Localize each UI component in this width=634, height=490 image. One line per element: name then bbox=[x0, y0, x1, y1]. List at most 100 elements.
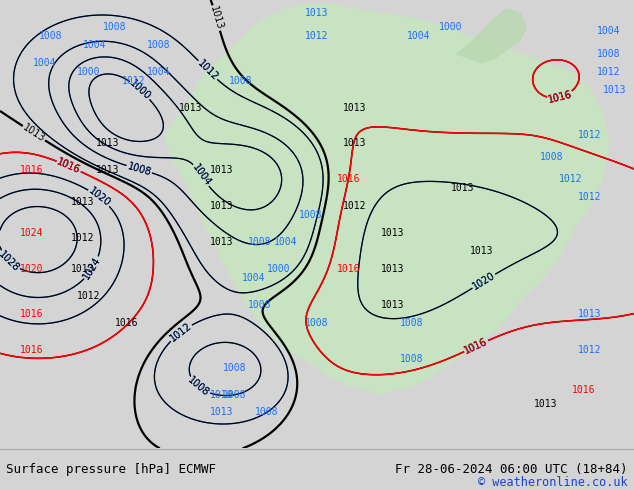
Text: 1016: 1016 bbox=[115, 318, 139, 328]
Text: 1013: 1013 bbox=[70, 264, 94, 274]
Text: 1016: 1016 bbox=[20, 165, 44, 175]
Text: 1008: 1008 bbox=[229, 75, 253, 86]
Text: 1012: 1012 bbox=[578, 344, 602, 355]
Text: 1013: 1013 bbox=[305, 8, 329, 19]
Text: 1000: 1000 bbox=[128, 78, 153, 102]
Text: 1013: 1013 bbox=[533, 398, 557, 409]
Text: 1013: 1013 bbox=[210, 237, 234, 247]
Text: 1004: 1004 bbox=[406, 31, 430, 41]
Polygon shape bbox=[456, 9, 526, 63]
Text: 1000: 1000 bbox=[77, 67, 101, 77]
Text: 1008: 1008 bbox=[186, 375, 211, 398]
Text: 1020: 1020 bbox=[20, 264, 44, 274]
Text: 1016: 1016 bbox=[56, 157, 82, 176]
Text: 1016: 1016 bbox=[547, 89, 573, 105]
Text: 1013: 1013 bbox=[578, 309, 602, 319]
Text: 1012: 1012 bbox=[168, 321, 193, 344]
Text: 1013: 1013 bbox=[343, 139, 367, 148]
Text: 1012: 1012 bbox=[578, 129, 602, 140]
Text: 1016: 1016 bbox=[56, 157, 82, 176]
Text: 1016: 1016 bbox=[463, 337, 489, 356]
Text: 1020: 1020 bbox=[470, 270, 497, 292]
Text: 1024: 1024 bbox=[82, 255, 103, 281]
Text: 1004: 1004 bbox=[597, 26, 621, 36]
Text: 1004: 1004 bbox=[273, 237, 297, 247]
Text: © weatheronline.co.uk: © weatheronline.co.uk bbox=[478, 476, 628, 489]
Text: 1008: 1008 bbox=[223, 390, 247, 399]
Text: 1013: 1013 bbox=[96, 165, 120, 175]
Text: 1028: 1028 bbox=[0, 249, 22, 273]
Text: 1013: 1013 bbox=[470, 246, 494, 256]
Text: 1008: 1008 bbox=[39, 31, 63, 41]
Text: 1004: 1004 bbox=[190, 162, 212, 188]
Text: 1013: 1013 bbox=[343, 102, 367, 113]
Text: 1000: 1000 bbox=[267, 264, 291, 274]
Text: 1013: 1013 bbox=[381, 300, 405, 310]
Text: 1013: 1013 bbox=[210, 408, 234, 417]
Text: 1008: 1008 bbox=[126, 161, 152, 177]
Text: 1013: 1013 bbox=[70, 197, 94, 207]
Text: 1008: 1008 bbox=[254, 408, 278, 417]
Text: 1016: 1016 bbox=[463, 337, 489, 356]
Text: 1008: 1008 bbox=[223, 363, 247, 373]
Text: Fr 28-06-2024 06:00 UTC (18+84): Fr 28-06-2024 06:00 UTC (18+84) bbox=[395, 463, 628, 476]
Text: 1020: 1020 bbox=[86, 186, 112, 209]
Text: 1012: 1012 bbox=[578, 192, 602, 202]
Text: 1008: 1008 bbox=[400, 354, 424, 364]
Text: 1016: 1016 bbox=[547, 89, 573, 105]
Text: 1012: 1012 bbox=[597, 67, 621, 77]
Text: 1016: 1016 bbox=[337, 174, 361, 184]
Text: 1012: 1012 bbox=[559, 174, 583, 184]
Text: 1012: 1012 bbox=[168, 321, 193, 344]
Text: 1004: 1004 bbox=[146, 67, 171, 77]
Text: 1000: 1000 bbox=[128, 78, 153, 102]
Text: 1016: 1016 bbox=[571, 385, 595, 395]
Text: 1020: 1020 bbox=[470, 270, 497, 292]
Text: 1012: 1012 bbox=[343, 201, 367, 211]
Text: 1012: 1012 bbox=[121, 75, 145, 86]
Text: 1004: 1004 bbox=[190, 162, 212, 188]
Text: 1013: 1013 bbox=[21, 122, 47, 144]
Text: 1013: 1013 bbox=[381, 228, 405, 238]
Text: 1004: 1004 bbox=[32, 58, 56, 68]
Text: 1008: 1008 bbox=[248, 300, 272, 310]
Text: 1013: 1013 bbox=[208, 5, 224, 31]
Text: 1013: 1013 bbox=[451, 183, 475, 194]
Text: 1004: 1004 bbox=[242, 273, 266, 283]
Text: 1012: 1012 bbox=[77, 291, 101, 301]
Text: 1013: 1013 bbox=[381, 264, 405, 274]
Text: 1013: 1013 bbox=[603, 85, 627, 95]
Text: 1013: 1013 bbox=[210, 201, 234, 211]
Text: 1013: 1013 bbox=[210, 165, 234, 175]
Text: 1012: 1012 bbox=[70, 233, 94, 243]
Text: 1000: 1000 bbox=[438, 22, 462, 32]
Text: 1016: 1016 bbox=[20, 309, 44, 319]
Text: 1016: 1016 bbox=[20, 344, 44, 355]
Text: 1013: 1013 bbox=[96, 139, 120, 148]
Text: 1016: 1016 bbox=[337, 264, 361, 274]
Text: 1008: 1008 bbox=[299, 210, 323, 220]
Text: 1008: 1008 bbox=[126, 161, 152, 177]
Text: 1024: 1024 bbox=[20, 228, 44, 238]
Text: 1008: 1008 bbox=[102, 22, 126, 32]
Text: 1008: 1008 bbox=[305, 318, 329, 328]
Text: 1024: 1024 bbox=[82, 255, 103, 281]
Text: 1008: 1008 bbox=[248, 237, 272, 247]
Text: 1008: 1008 bbox=[597, 49, 621, 59]
Text: 1028: 1028 bbox=[0, 249, 22, 273]
Text: 1016: 1016 bbox=[56, 157, 82, 176]
Polygon shape bbox=[165, 4, 609, 394]
Text: 1004: 1004 bbox=[83, 40, 107, 50]
Text: 1016: 1016 bbox=[547, 89, 573, 105]
Text: 1008: 1008 bbox=[186, 375, 211, 398]
Text: 1012: 1012 bbox=[195, 58, 220, 82]
Text: 1012: 1012 bbox=[305, 31, 329, 41]
Text: 1013: 1013 bbox=[178, 102, 202, 113]
Text: 1008: 1008 bbox=[400, 318, 424, 328]
Text: 1008: 1008 bbox=[540, 152, 564, 162]
Text: 1020: 1020 bbox=[86, 186, 112, 209]
Text: 1016: 1016 bbox=[463, 337, 489, 356]
Text: 1008: 1008 bbox=[146, 40, 171, 50]
Text: Surface pressure [hPa] ECMWF: Surface pressure [hPa] ECMWF bbox=[6, 463, 216, 476]
Text: 1012: 1012 bbox=[195, 58, 220, 82]
